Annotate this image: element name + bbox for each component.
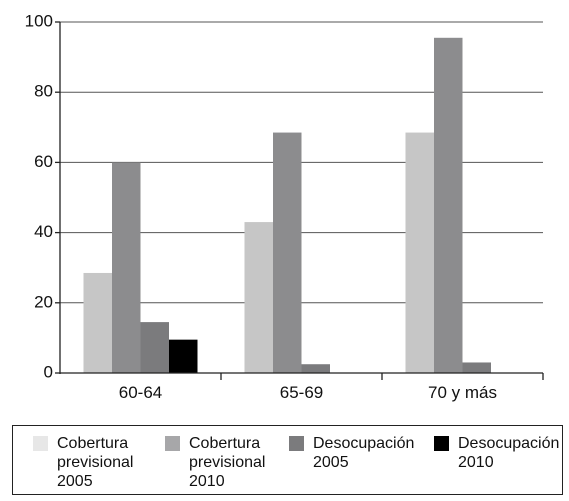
legend-item-desocupacion-2005: Desocupación 2005: [289, 434, 423, 472]
y-tick-label: 60: [34, 152, 53, 171]
legend-label-desocupacion-2010: Desocupación 2010: [458, 434, 568, 472]
x-tick-label: 60-64: [119, 383, 162, 402]
x-tick-label: 70 y más: [428, 383, 497, 402]
x-tick-labels: 60-64 65-69 70 y más: [119, 383, 497, 402]
legend-item-cobertura-2005: Cobertura previsional 2005: [33, 434, 153, 491]
legend-label-line: previsional: [57, 454, 134, 471]
legend: Cobertura previsional 2005 Cobertura pre…: [12, 425, 563, 495]
legend-swatch-desocupacion-2005: [289, 436, 304, 451]
legend-label-line: previsional: [189, 454, 266, 471]
y-tick-label: 80: [34, 82, 53, 101]
legend-swatch-desocupacion-2010: [434, 436, 449, 451]
legend-label-line: Desocupación: [313, 435, 415, 452]
legend-label-line: Cobertura: [189, 435, 261, 452]
axes: [59, 22, 543, 374]
y-tick-label: 40: [34, 222, 53, 241]
legend-item-cobertura-2010: Cobertura previsional 2010: [165, 434, 285, 491]
legend-label-desocupacion-2005: Desocupación 2005: [313, 434, 423, 472]
legend-label-line: 2005: [57, 473, 93, 490]
x-tick-label: 65-69: [280, 383, 323, 402]
legend-label-line: Desocupación: [458, 435, 560, 452]
bars: [83, 37, 491, 374]
bar-2-0: [405, 132, 434, 373]
bar-2-1: [434, 37, 463, 374]
legend-label-line: 2005: [313, 454, 349, 471]
legend-label-cobertura-2010: Cobertura previsional 2010: [189, 434, 285, 491]
bar-0-1: [112, 162, 141, 373]
y-tick-label: 100: [25, 11, 53, 30]
legend-swatch-cobertura-2005: [33, 436, 48, 451]
bar-0-2: [140, 322, 169, 373]
legend-swatch-cobertura-2010: [165, 436, 180, 451]
legend-label-line: 2010: [458, 454, 494, 471]
y-tick-labels: 0 20 40 60 80 100: [25, 11, 53, 381]
bar-2-2: [462, 362, 491, 373]
legend-label-line: 2010: [189, 473, 225, 490]
legend-item-desocupacion-2010: Desocupación 2010: [434, 434, 568, 472]
bar-chart: 0 20 40 60 80 100 60-64 65-69 70 y más: [25, 11, 544, 402]
bar-0-0: [83, 272, 112, 373]
legend-label-cobertura-2005: Cobertura previsional 2005: [57, 434, 153, 491]
y-tick-label: 20: [34, 292, 53, 311]
bar-1-2: [301, 364, 330, 373]
bar-1-0: [244, 222, 273, 373]
bar-0-3: [169, 339, 198, 373]
legend-label-line: Cobertura: [57, 435, 129, 452]
bar-1-1: [273, 132, 302, 373]
y-tick-label: 0: [44, 362, 53, 381]
